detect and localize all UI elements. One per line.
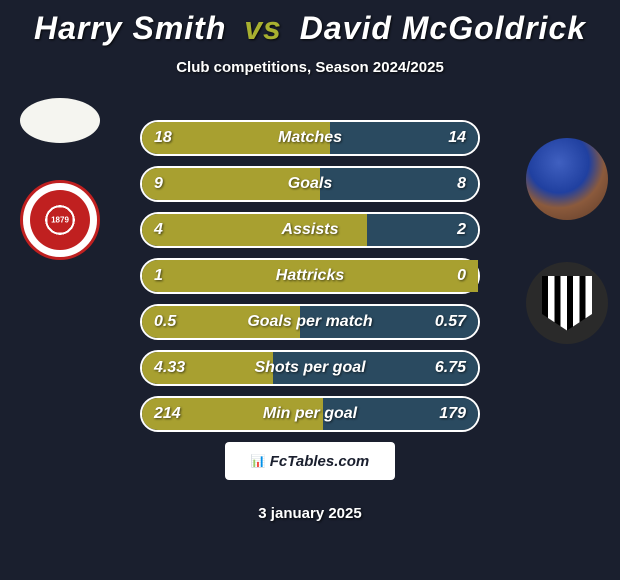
stat-row-min-per-goal: 214 Min per goal 179	[140, 396, 480, 432]
player2-name: David McGoldrick	[300, 10, 586, 46]
swindon-badge	[30, 190, 90, 250]
stat-value-right: 14	[448, 129, 466, 147]
stat-row-shots-per-goal: 4.33 Shots per goal 6.75	[140, 350, 480, 386]
stat-label: Hattricks	[276, 267, 344, 285]
player1-avatar	[20, 98, 100, 143]
stat-row-goals-per-match: 0.5 Goals per match 0.57	[140, 304, 480, 340]
player2-club-logo	[526, 262, 608, 344]
player1-name: Harry Smith	[34, 10, 226, 46]
comparison-title: Harry Smith vs David McGoldrick	[0, 0, 620, 47]
stat-row-assists: 4 Assists 2	[140, 212, 480, 248]
stat-label: Goals per match	[247, 313, 372, 331]
brand-logo: 📊 FcTables.com	[225, 442, 395, 480]
stat-value-right: 6.75	[435, 359, 466, 377]
stat-value-right: 8	[457, 175, 466, 193]
stat-value-left: 4	[154, 221, 163, 239]
stat-label: Shots per goal	[254, 359, 365, 377]
notts-county-badge	[542, 276, 592, 331]
stat-label: Min per goal	[263, 405, 357, 423]
stat-label: Goals	[288, 175, 332, 193]
stat-value-left: 1	[154, 267, 163, 285]
stat-row-matches: 18 Matches 14	[140, 120, 480, 156]
player1-club-logo	[20, 180, 100, 260]
brand-text: FcTables.com	[270, 453, 369, 470]
stat-row-hattricks: 1 Hattricks 0	[140, 258, 480, 294]
stat-value-left: 9	[154, 175, 163, 193]
subtitle: Club competitions, Season 2024/2025	[0, 59, 620, 76]
stats-container: 18 Matches 14 9 Goals 8 4 Assists 2 1 Ha…	[140, 120, 480, 442]
stat-value-right: 0	[457, 267, 466, 285]
stat-value-right: 179	[439, 405, 466, 423]
stat-value-right: 2	[457, 221, 466, 239]
stat-value-left: 214	[154, 405, 181, 423]
player2-avatar	[526, 138, 608, 220]
stat-value-left: 0.5	[154, 313, 176, 331]
stat-value-left: 18	[154, 129, 172, 147]
stat-label: Matches	[278, 129, 342, 147]
vs-separator: vs	[244, 10, 282, 46]
date-label: 3 january 2025	[258, 505, 361, 522]
stat-row-goals: 9 Goals 8	[140, 166, 480, 202]
stat-value-right: 0.57	[435, 313, 466, 331]
stat-value-left: 4.33	[154, 359, 185, 377]
chart-icon: 📊	[251, 454, 266, 468]
stat-label: Assists	[282, 221, 339, 239]
